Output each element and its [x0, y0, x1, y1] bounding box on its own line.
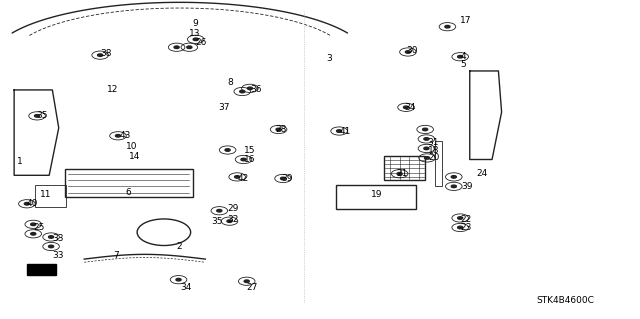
- Bar: [435, 141, 442, 186]
- Text: 12: 12: [106, 85, 118, 94]
- Circle shape: [458, 226, 463, 229]
- Text: 18: 18: [428, 145, 440, 154]
- Circle shape: [176, 278, 181, 281]
- Text: 4: 4: [460, 52, 466, 61]
- Text: 26: 26: [196, 38, 207, 47]
- Circle shape: [49, 236, 54, 238]
- Circle shape: [422, 128, 428, 131]
- Circle shape: [240, 90, 245, 93]
- Circle shape: [174, 46, 179, 48]
- Circle shape: [397, 173, 402, 175]
- Text: 13: 13: [189, 28, 201, 38]
- Circle shape: [276, 128, 281, 131]
- Text: 7: 7: [113, 251, 118, 260]
- Text: 17: 17: [460, 16, 472, 25]
- Circle shape: [405, 51, 410, 53]
- Text: 6: 6: [125, 188, 131, 197]
- Circle shape: [424, 147, 429, 150]
- Bar: [65, 169, 193, 197]
- Circle shape: [280, 177, 285, 180]
- Circle shape: [424, 157, 429, 159]
- Text: 21: 21: [396, 169, 408, 178]
- Text: 3: 3: [326, 54, 332, 63]
- Text: 42: 42: [237, 174, 248, 183]
- Text: 15: 15: [244, 145, 255, 154]
- Text: 11: 11: [40, 190, 51, 199]
- Bar: [336, 185, 415, 209]
- Text: 29: 29: [228, 204, 239, 213]
- Text: 19: 19: [371, 190, 383, 199]
- Circle shape: [115, 135, 120, 137]
- Text: 34: 34: [180, 283, 191, 292]
- Text: 22: 22: [460, 215, 472, 224]
- Text: 27: 27: [246, 283, 258, 292]
- Circle shape: [31, 223, 36, 226]
- Text: 20: 20: [428, 153, 440, 162]
- Text: 38: 38: [100, 49, 111, 58]
- Circle shape: [24, 203, 29, 205]
- Text: 28: 28: [275, 125, 287, 134]
- Text: 16: 16: [244, 155, 255, 164]
- Text: 5: 5: [460, 60, 466, 69]
- Circle shape: [403, 106, 408, 108]
- Text: 40: 40: [27, 199, 38, 208]
- Circle shape: [225, 149, 230, 151]
- Circle shape: [35, 115, 40, 117]
- Text: 35: 35: [212, 217, 223, 226]
- Circle shape: [31, 233, 36, 235]
- Bar: [35, 185, 67, 207]
- Text: 30: 30: [406, 46, 417, 55]
- Text: 31: 31: [427, 137, 438, 147]
- Circle shape: [451, 185, 456, 188]
- Polygon shape: [27, 264, 56, 275]
- Text: STK4B4600C: STK4B4600C: [537, 296, 595, 305]
- Circle shape: [445, 26, 450, 28]
- Circle shape: [458, 56, 463, 58]
- Text: 37: 37: [218, 103, 230, 112]
- Text: 14: 14: [129, 152, 140, 161]
- Circle shape: [424, 138, 429, 140]
- Circle shape: [451, 176, 456, 178]
- Text: 2: 2: [177, 242, 182, 251]
- Text: 8: 8: [228, 78, 234, 86]
- Circle shape: [227, 220, 232, 222]
- Text: 35: 35: [36, 111, 48, 120]
- Text: 24: 24: [476, 169, 488, 178]
- Text: 10: 10: [125, 142, 137, 151]
- Text: 41: 41: [339, 127, 351, 136]
- Text: 33: 33: [52, 234, 64, 243]
- Text: 25: 25: [33, 223, 45, 232]
- Circle shape: [458, 217, 463, 219]
- Text: 39: 39: [461, 182, 473, 191]
- Circle shape: [193, 38, 198, 41]
- Circle shape: [247, 87, 252, 90]
- Text: 39: 39: [282, 174, 293, 183]
- Text: 43: 43: [119, 131, 131, 140]
- Text: 33: 33: [52, 251, 64, 260]
- Text: 34: 34: [404, 103, 415, 112]
- Circle shape: [49, 245, 54, 248]
- Circle shape: [235, 176, 240, 178]
- Circle shape: [241, 158, 246, 161]
- Circle shape: [244, 280, 249, 283]
- Text: 32: 32: [228, 215, 239, 224]
- Circle shape: [187, 46, 192, 48]
- Text: 9: 9: [193, 19, 198, 28]
- Circle shape: [217, 210, 222, 212]
- Bar: [384, 156, 425, 180]
- Text: 23: 23: [460, 223, 472, 232]
- Text: 1: 1: [17, 157, 23, 166]
- Text: 36: 36: [250, 85, 261, 94]
- Circle shape: [337, 130, 342, 132]
- Circle shape: [98, 54, 102, 56]
